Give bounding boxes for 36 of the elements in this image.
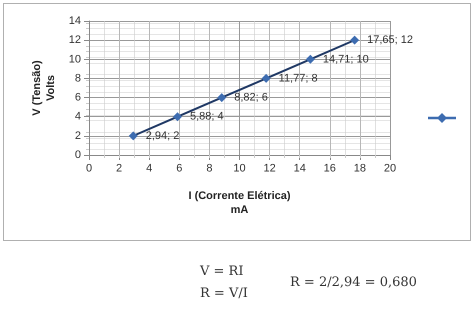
x-tick-label: 16 xyxy=(324,162,336,174)
y-tick-label: 10 xyxy=(68,53,81,66)
point xyxy=(350,36,360,45)
y-tick-label: 12 xyxy=(68,34,81,46)
x-tick-label: 10 xyxy=(233,162,246,174)
x-tick-label: 2 xyxy=(116,162,122,174)
data-label: 14,71; 10 xyxy=(322,53,369,66)
x-tick-label: 0 xyxy=(86,162,92,174)
y-tick-label: 14 xyxy=(68,15,81,27)
data-label: 5,88; 4 xyxy=(190,110,224,123)
x-tick-label: 8 xyxy=(206,162,212,174)
x-tick-label: 18 xyxy=(354,162,366,174)
text: R = 2/2,94 = 0,680 xyxy=(290,275,417,290)
point xyxy=(128,131,138,140)
point xyxy=(217,93,226,102)
text: R = V/I xyxy=(200,286,248,301)
y-tick-label: 6 xyxy=(74,92,81,104)
data-label: 2,94; 2 xyxy=(146,130,180,142)
x-tick-label: 6 xyxy=(176,162,182,174)
x-tick-label: 14 xyxy=(294,162,306,174)
data-label: 11,77; 8 xyxy=(278,72,318,84)
point xyxy=(306,54,315,64)
y-tick-label: 2 xyxy=(74,130,81,142)
x-tick-label: 4 xyxy=(146,162,152,174)
y-tick-label: 0 xyxy=(74,149,81,161)
x-tick-label: 12 xyxy=(263,162,276,174)
y-axis-title: V (Tensão) Volts xyxy=(30,60,57,116)
x-axis-title: I (Corrente Elétrica) mA xyxy=(188,190,291,216)
data-label: 17,65; 12 xyxy=(367,34,414,46)
y-tick-label: 4 xyxy=(74,110,81,123)
y-tick-label: 8 xyxy=(74,72,81,84)
x-tick-label: 20 xyxy=(384,162,396,174)
point xyxy=(172,112,182,122)
text: V = RI xyxy=(200,264,244,279)
point xyxy=(262,74,271,83)
data-label: 8,82; 6 xyxy=(234,92,268,104)
